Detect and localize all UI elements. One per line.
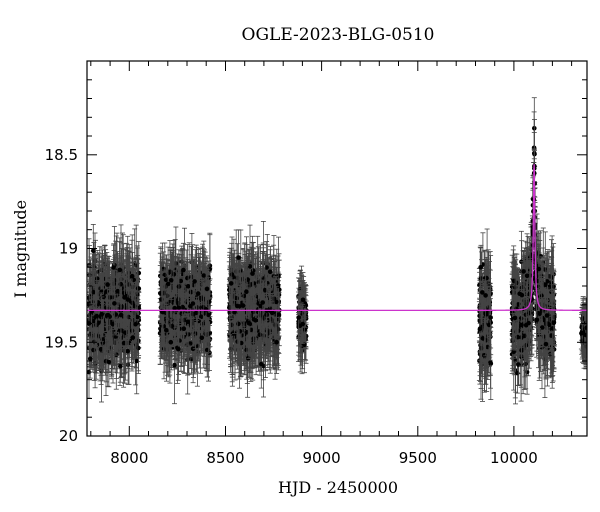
data-point bbox=[118, 281, 124, 287]
data-point bbox=[105, 282, 110, 287]
data-point bbox=[94, 313, 99, 319]
data-points bbox=[87, 97, 587, 405]
data-point bbox=[168, 269, 173, 275]
data-point bbox=[118, 312, 124, 318]
data-point bbox=[91, 248, 96, 254]
data-point bbox=[199, 314, 204, 320]
data-point bbox=[177, 338, 182, 344]
data-point bbox=[168, 278, 174, 283]
data-point bbox=[115, 288, 120, 294]
data-point bbox=[171, 297, 177, 302]
data-point bbox=[194, 310, 199, 316]
data-point bbox=[125, 297, 131, 302]
data-point bbox=[168, 339, 174, 345]
data-point bbox=[186, 332, 191, 337]
data-point bbox=[199, 335, 205, 341]
data-point bbox=[188, 303, 193, 309]
data-point bbox=[99, 312, 105, 317]
data-point bbox=[117, 267, 123, 273]
data-point bbox=[188, 289, 194, 295]
data-point bbox=[206, 312, 211, 318]
x-axis-label: HJD - 2450000 bbox=[278, 478, 398, 497]
data-point bbox=[195, 305, 200, 310]
data-point bbox=[169, 323, 175, 329]
data-point bbox=[134, 358, 139, 364]
data-point bbox=[201, 273, 207, 278]
data-point bbox=[172, 362, 177, 368]
data-point bbox=[87, 356, 93, 362]
data-point bbox=[130, 335, 136, 340]
data-point bbox=[171, 272, 177, 277]
data-point bbox=[118, 363, 123, 369]
data-point bbox=[104, 289, 109, 294]
data-point bbox=[185, 319, 191, 325]
data-point bbox=[106, 359, 112, 365]
data-point bbox=[180, 304, 185, 310]
data-point bbox=[111, 265, 116, 270]
data-point bbox=[172, 305, 177, 311]
data-point bbox=[126, 314, 131, 320]
data-point bbox=[125, 348, 130, 354]
data-point bbox=[181, 326, 187, 332]
y-axis-label: I magnitude bbox=[11, 200, 30, 298]
data-point bbox=[195, 291, 201, 296]
data-point bbox=[135, 286, 141, 291]
data-point bbox=[134, 314, 140, 320]
data-point bbox=[98, 346, 104, 352]
data-point bbox=[123, 330, 128, 336]
data-point bbox=[176, 305, 182, 311]
data-point bbox=[178, 278, 184, 284]
data-point bbox=[165, 281, 171, 287]
data-point bbox=[91, 289, 96, 295]
data-point bbox=[163, 277, 169, 283]
data-point bbox=[187, 341, 193, 346]
chart-title: OGLE-2023-BLG-0510 bbox=[242, 25, 435, 45]
data-point bbox=[192, 279, 197, 284]
data-point bbox=[181, 267, 186, 273]
data-point bbox=[112, 301, 117, 306]
data-point bbox=[94, 276, 100, 281]
data-point bbox=[179, 311, 184, 316]
data-point bbox=[164, 327, 169, 333]
data-point bbox=[185, 284, 191, 289]
data-point bbox=[91, 347, 96, 353]
data-point bbox=[176, 301, 181, 306]
data-point bbox=[105, 312, 111, 318]
data-point bbox=[133, 321, 138, 327]
data-point bbox=[204, 286, 210, 292]
data-point bbox=[180, 272, 186, 277]
data-point bbox=[121, 340, 127, 346]
data-point bbox=[185, 275, 190, 281]
data-point bbox=[129, 273, 135, 279]
data-point bbox=[207, 299, 212, 305]
data-point bbox=[176, 346, 181, 352]
